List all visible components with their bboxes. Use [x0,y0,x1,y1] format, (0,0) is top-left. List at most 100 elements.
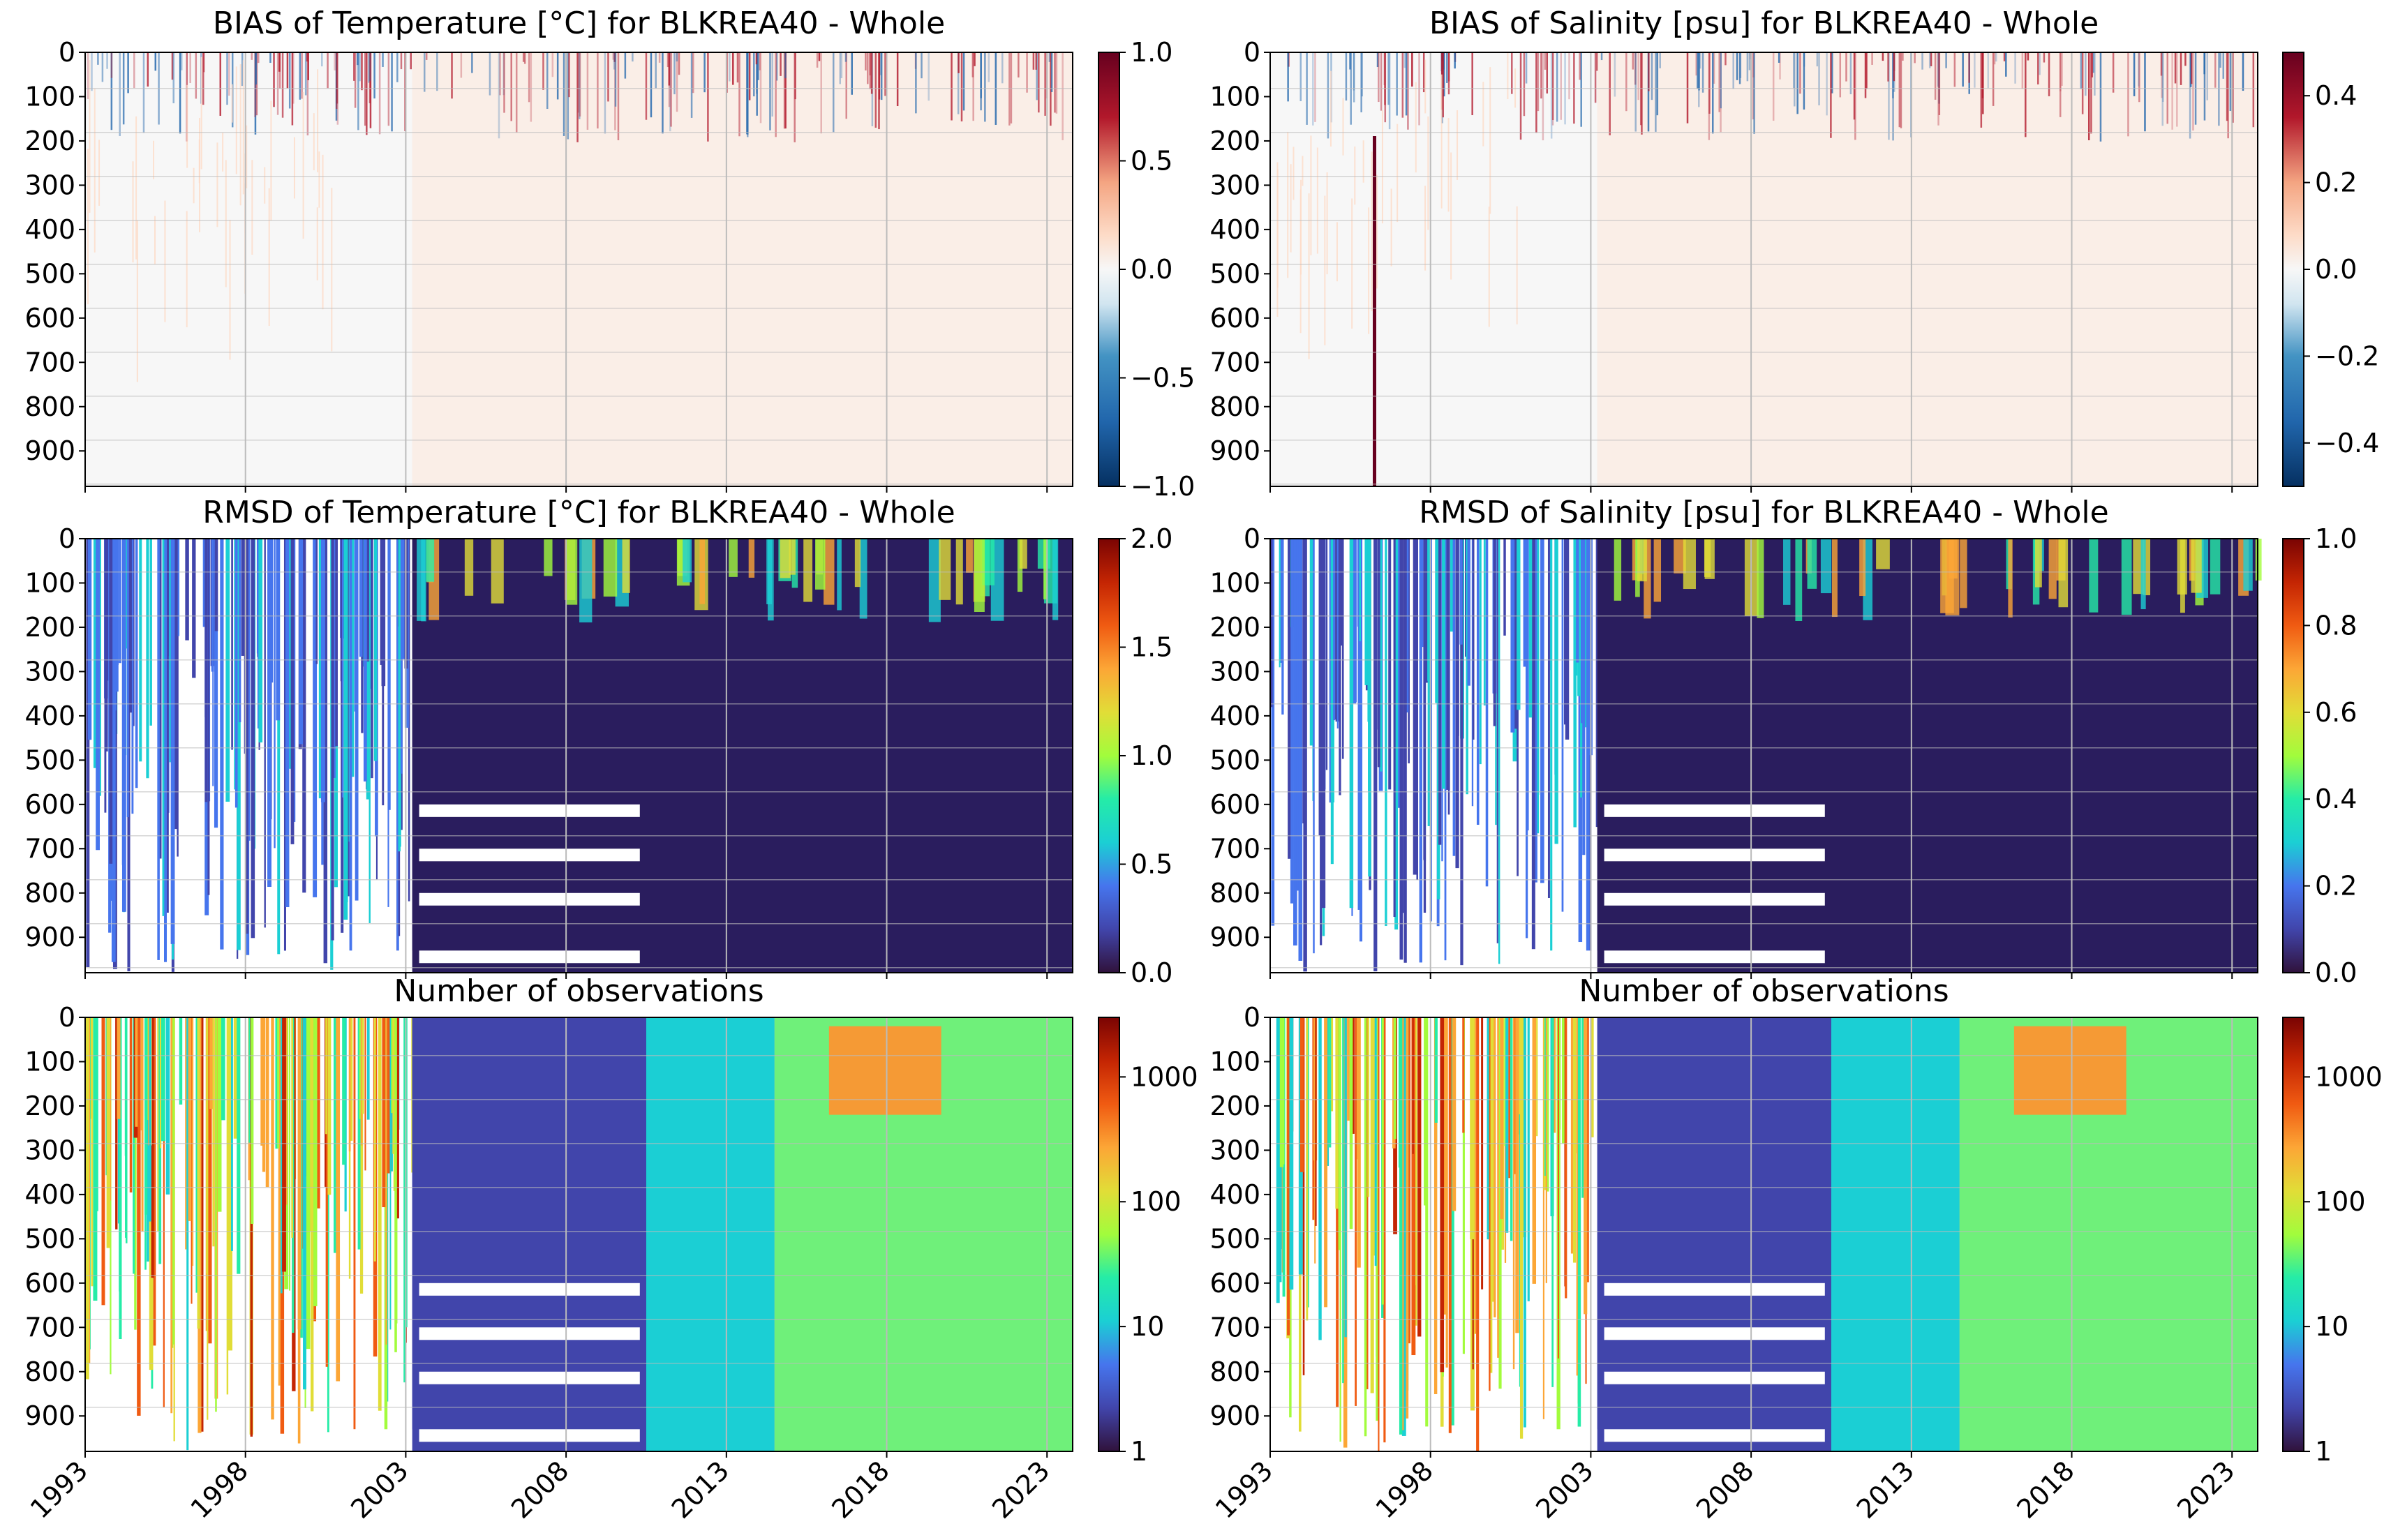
y-tick-label: 300 [1209,656,1260,687]
y-tick-label: 100 [1209,81,1260,112]
colorbar-tick-label: 0.2 [2315,167,2357,198]
panel-nobs-temp: Number of observations 0 100 200 300 400 500 60… [24,973,1198,1525]
colorbar-tick-label: 1.5 [1131,632,1172,663]
colorbar [2283,1017,2304,1451]
grid-lines [1270,1017,2258,1451]
y-tick-label: 500 [1209,745,1260,775]
y-tick-label: 0 [1244,523,1260,554]
panel-rmsd-sal: RMSD of Salinity [psu] for BLKREA40 - Wh… [1209,495,2357,988]
y-tick-label: 800 [1209,391,1260,422]
y-tick-label: 0 [59,1002,75,1033]
colorbar [1098,539,1119,973]
colorbar-tick-label: −0.2 [2315,341,2379,371]
colorbar-tick-label: 1.0 [2315,523,2357,554]
y-tick-label: 400 [1209,701,1260,731]
y-tick-label: 400 [1209,214,1260,245]
y-tick-label: 700 [1209,1312,1260,1343]
colorbar-frame [1098,1017,1120,1452]
colorbar-tick-label: 10 [2315,1311,2348,1342]
grid-lines [1270,539,2258,973]
y-tick-label: 500 [24,1223,75,1254]
x-tick-label: 2018 [2011,1455,2080,1525]
axes-frame [1269,1017,2258,1452]
y-tick-label: 500 [24,258,75,289]
colorbar-tick-label: 1 [2315,1436,2332,1467]
y-tick-label: 300 [24,1135,75,1165]
y-tick-label: 600 [24,1268,75,1299]
y-tick-label: 0 [1244,37,1260,68]
y-tick-label: 900 [24,435,75,466]
colorbar-tick-label: 0.0 [2315,957,2357,988]
y-tick-label: 600 [1209,1268,1260,1299]
colorbar-frame [2282,538,2304,973]
y-tick-label: 600 [1209,303,1260,334]
axes-frame [84,1017,1073,1452]
grid-lines [85,1017,1073,1451]
y-tick-label: 200 [1209,126,1260,156]
x-tick-label: 2003 [345,1455,415,1525]
colorbar-tick-label: 1000 [1131,1061,1198,1092]
colorbar-tick-label: 0.5 [1131,146,1172,177]
colorbar-tick-label: 10 [1131,1311,1164,1342]
y-tick-label: 100 [24,1046,75,1077]
colorbar-tick-label: 0.5 [1131,849,1172,880]
axes-frame [1269,538,2258,973]
y-tick-label: 800 [1209,878,1260,909]
panel-title: Number of observations [394,973,764,1009]
y-tick-label: 700 [24,833,75,864]
y-tick-label: 400 [24,214,75,245]
y-tick-label: 300 [1209,1135,1260,1165]
colorbar [2283,52,2304,486]
x-tick-label: 2023 [986,1455,1056,1525]
y-tick-label: 700 [24,347,75,377]
panel-title: RMSD of Salinity [psu] for BLKREA40 - Wh… [1419,495,2108,530]
y-tick-label: 800 [24,878,75,909]
panel-rmsd-temp: RMSD of Temperature [°C] for BLKREA40 - … [24,495,1172,988]
y-tick-label: 100 [1209,1046,1260,1077]
y-tick-label: 500 [24,745,75,775]
y-tick-label: 600 [24,303,75,334]
y-tick-label: 200 [24,126,75,156]
y-tick-label: 300 [24,656,75,687]
colorbar [2283,539,2304,973]
y-tick-label: 300 [1209,170,1260,200]
colorbar-tick-label: 2.0 [1131,523,1172,554]
panel-title: Number of observations [1579,973,1949,1009]
colorbar-tick-label: 0.0 [2315,254,2357,285]
y-tick-label: 400 [1209,1179,1260,1210]
y-tick-label: 700 [1209,347,1260,377]
x-tick-label: 2013 [666,1455,736,1525]
y-tick-label: 800 [1209,1356,1260,1387]
colorbar-tick-label: −0.5 [1131,363,1195,394]
y-tick-label: 500 [1209,258,1260,289]
y-tick-label: 900 [1209,922,1260,952]
x-tick-label: 1993 [24,1455,94,1525]
y-tick-label: 800 [24,391,75,422]
colorbar-tick-label: 1.0 [1131,740,1172,771]
colorbar-tick-label: 0.0 [1131,254,1172,285]
y-tick-label: 700 [24,1312,75,1343]
panel-nobs-sal: Number of observations 0 100 200 300 400 500 60… [1209,973,2383,1525]
colorbar-tick-label: 0.2 [2315,871,2357,902]
y-tick-label: 400 [24,701,75,731]
colorbar-tick-label: 1.0 [1131,37,1172,68]
y-tick-label: 0 [1244,1002,1260,1033]
axes-frame [1269,52,2258,487]
colorbar-tick-label: 1 [1131,1436,1147,1467]
y-tick-label: 200 [24,612,75,643]
y-tick-label: 100 [24,567,75,598]
y-tick-label: 200 [24,1091,75,1121]
axes-frame [84,538,1073,973]
panel-title: RMSD of Temperature [°C] for BLKREA40 - … [202,495,955,530]
panel-bias-temp: BIAS of Temperature [°C] for BLKREA40 - … [24,6,1195,502]
colorbar-tick-label: 0.8 [2315,610,2357,641]
axes-frame [84,52,1073,487]
colorbar-tick-label: 0.4 [2315,80,2357,111]
y-tick-label: 200 [1209,1091,1260,1121]
y-tick-label: 900 [1209,1400,1260,1431]
colorbar-frame [2282,1017,2304,1452]
x-tick-label: 2023 [2171,1455,2241,1525]
colorbar-tick-label: 1000 [2315,1061,2383,1092]
x-tick-label: 1998 [1370,1455,1440,1525]
colorbar-tick-label: −0.4 [2315,428,2379,458]
